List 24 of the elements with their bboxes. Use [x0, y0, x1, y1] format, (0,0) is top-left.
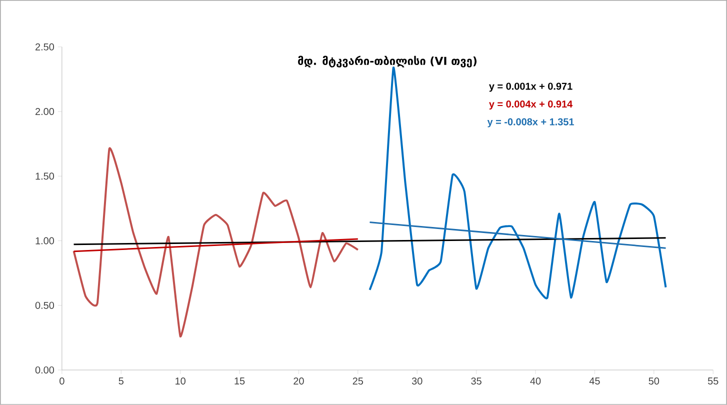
x-tick-label: 40: [530, 378, 541, 385]
x-tick-label: 10: [176, 378, 186, 385]
y-tick-label: 1.00: [36, 237, 54, 244]
x-tick-label: 50: [648, 378, 660, 385]
y-tick-label: 0.50: [35, 302, 54, 309]
x-tick-label: 45: [589, 378, 600, 385]
x-tick-label: 20: [294, 378, 304, 385]
line-series: [72, 147, 359, 338]
annotation: y = 0.001x + 0.971: [489, 82, 572, 92]
x-tick-label: 35: [471, 378, 482, 385]
y-tick-label: 2.00: [36, 108, 54, 116]
x-tick-label: 30: [412, 378, 422, 385]
x-tick-label: 0: [60, 378, 64, 385]
y-tick-label: 2.50: [36, 43, 54, 50]
x-tick-label: 5: [118, 378, 124, 385]
x-tick-label: 15: [234, 378, 245, 385]
x-tick-label: 25: [352, 378, 364, 385]
y-tick-label: 1.50: [36, 172, 54, 180]
line-series: [368, 66, 667, 299]
y-tick-label: 0.00: [35, 366, 54, 374]
x-tick-label: 55: [708, 378, 718, 385]
annotation: y = -0.008x + 1.351: [487, 118, 574, 128]
text: მდ. მტკვარი-თბილისი (VI თვე): [298, 56, 477, 68]
annotation: y = 0.004x + 0.914: [489, 100, 573, 110]
